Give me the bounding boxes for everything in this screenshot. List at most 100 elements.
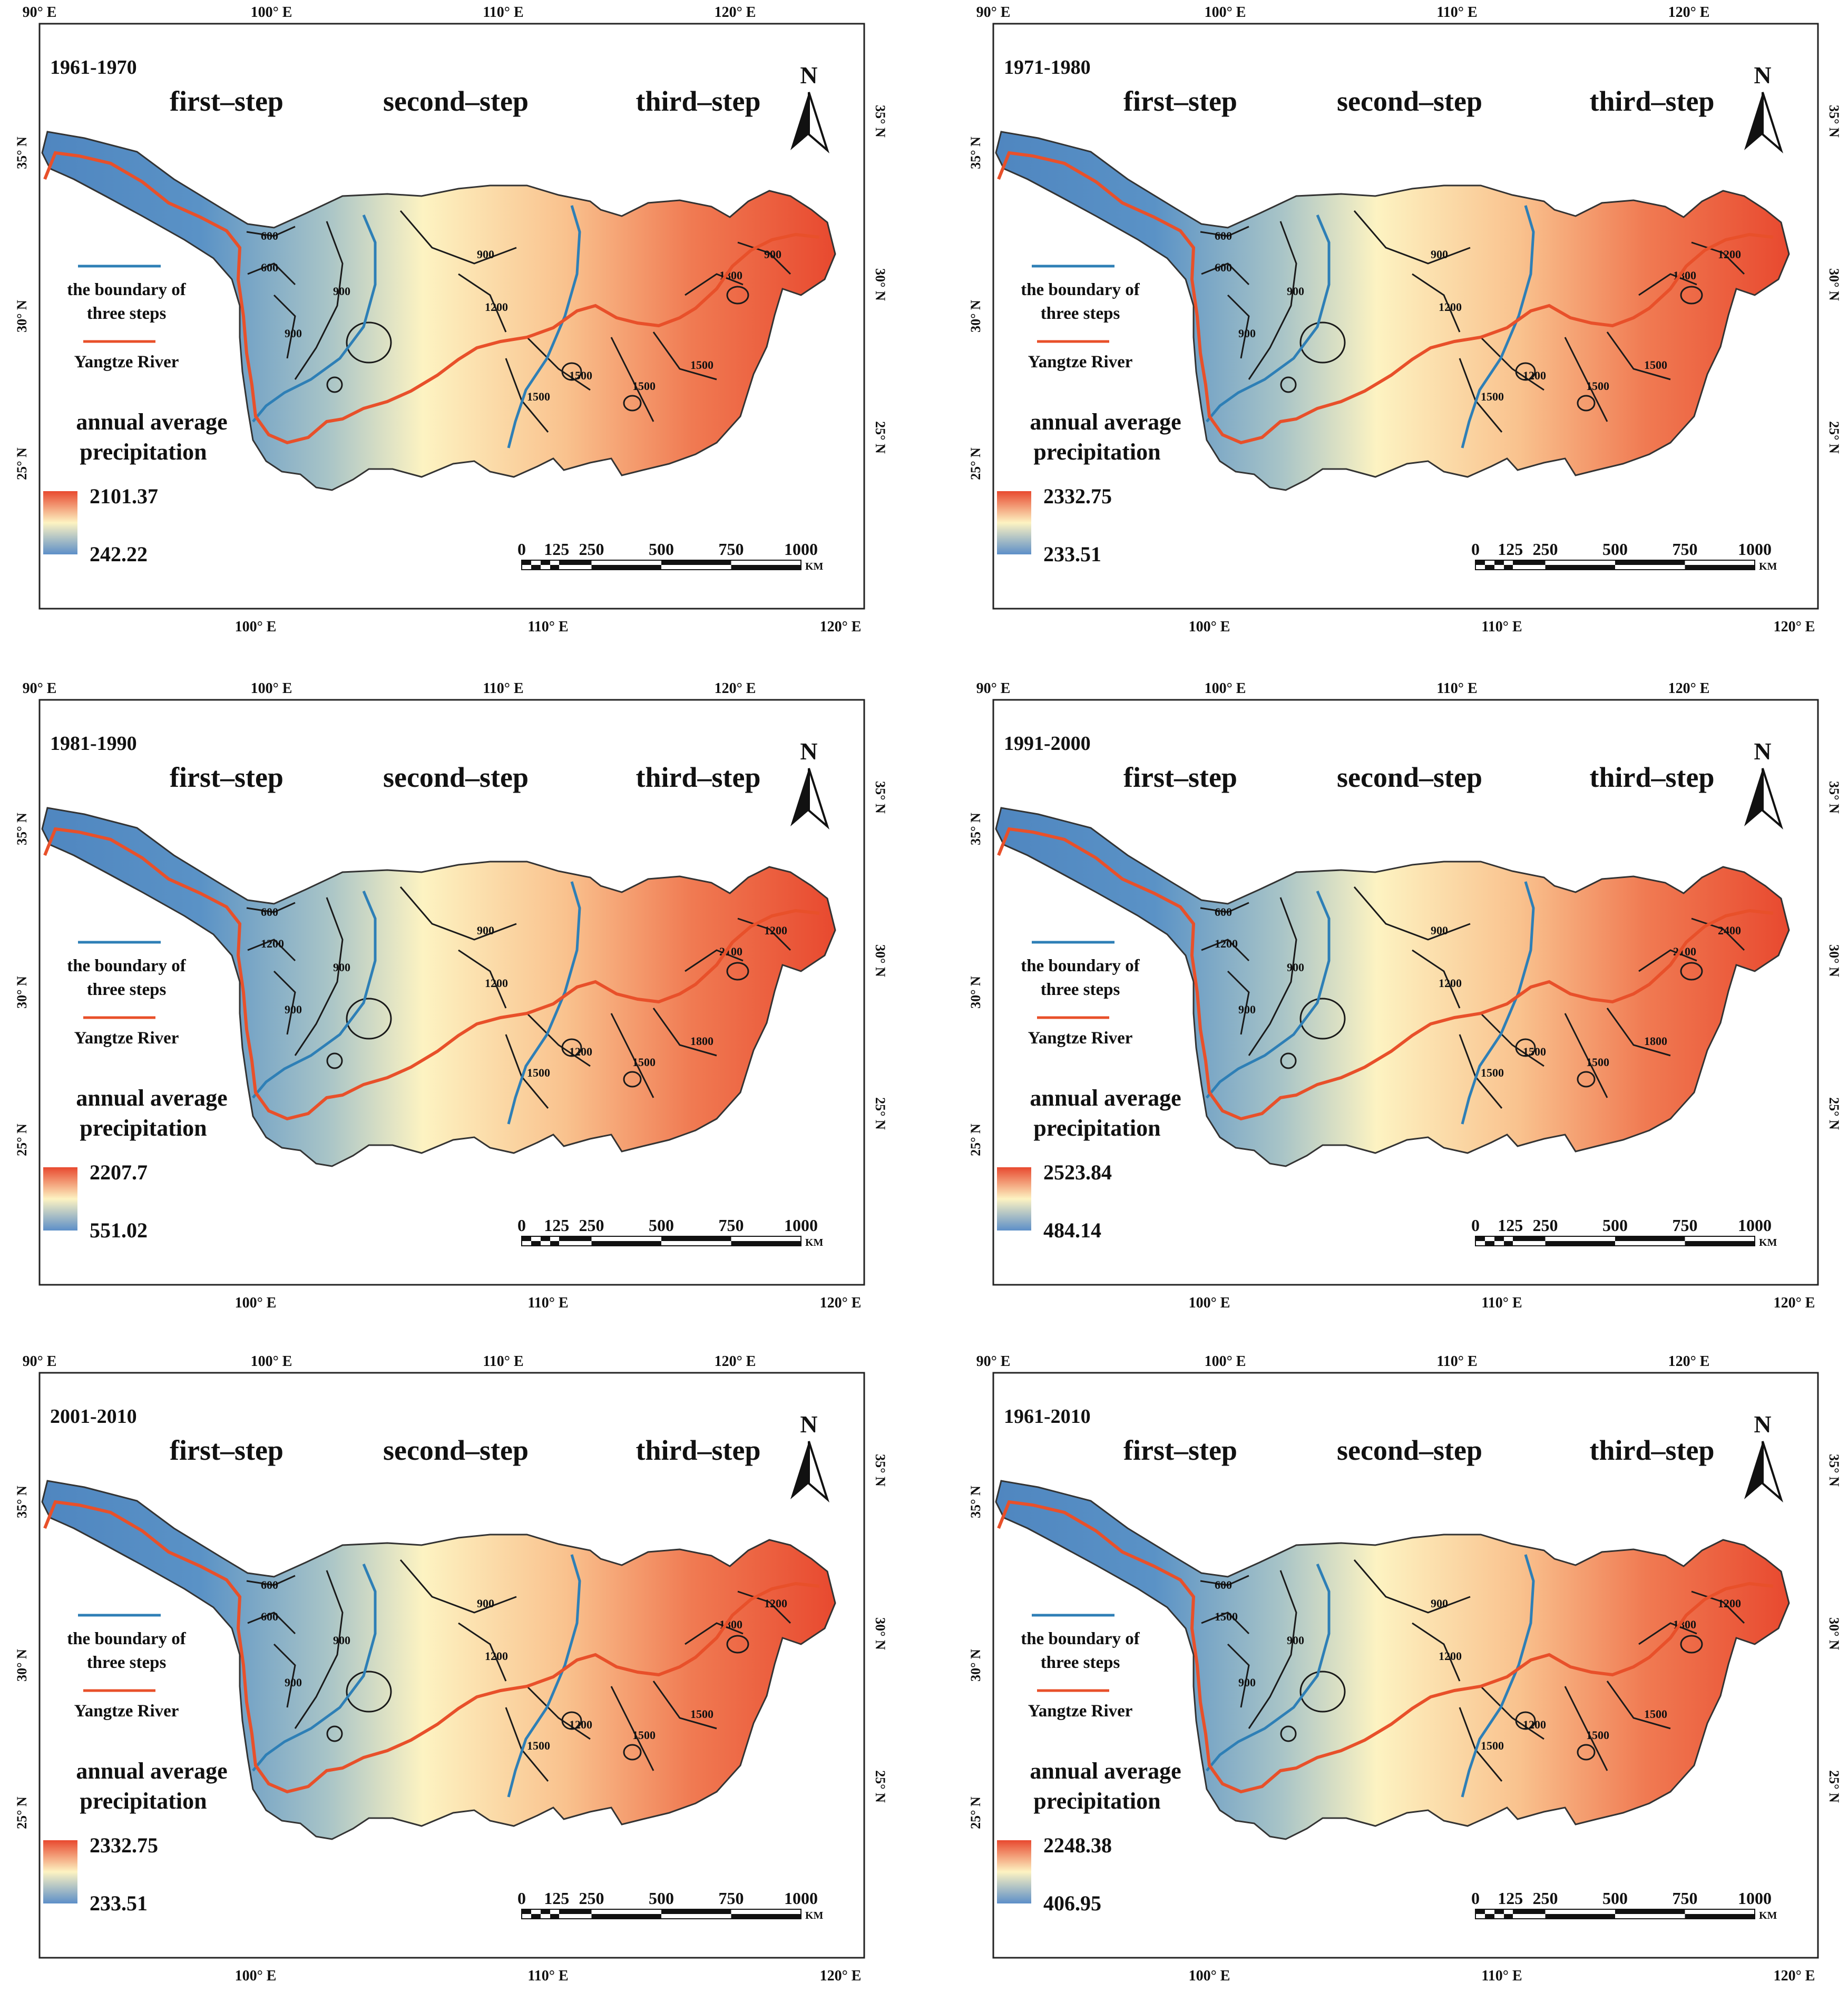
scale-bar xyxy=(521,560,801,570)
step-label: first–step xyxy=(170,85,283,117)
contour-label: 1500 xyxy=(527,1066,550,1079)
contour-label: 600 xyxy=(261,905,278,919)
left-axis-label: 35° N xyxy=(14,813,30,845)
contour-label: 900 xyxy=(285,327,302,340)
river-legend-label: Yangtze River xyxy=(74,353,179,372)
right-axis-label: 30° N xyxy=(873,268,888,301)
contour-ring xyxy=(726,286,749,305)
map-panel-1961-1970: 90° E 100° E 110° E 120° E 100° E 110° E 120° … xyxy=(0,0,888,643)
scale-tick-label: 250 xyxy=(579,1889,604,1908)
contour-label: 900 xyxy=(1431,924,1448,937)
contour-line xyxy=(294,897,344,1056)
step-label: second–step xyxy=(1337,1434,1482,1466)
left-axis-label: 25° N xyxy=(14,1796,30,1829)
contour-line xyxy=(1200,1575,1249,1586)
contour-line xyxy=(1691,917,1745,951)
step-label: third–step xyxy=(635,85,760,117)
contour-ring xyxy=(346,998,392,1040)
contour-line xyxy=(610,337,654,422)
contour-line xyxy=(399,1559,517,1614)
precip-max-label: 2248.38 xyxy=(1043,1833,1112,1857)
contour-ring xyxy=(623,1071,642,1088)
contour-label: 900 xyxy=(477,248,494,261)
basin-precipitation-surface xyxy=(41,131,836,491)
yangtze-river-line xyxy=(43,151,820,445)
contour-label: 1200 xyxy=(485,1649,508,1663)
step-boundary-line xyxy=(1206,214,1331,423)
contour-label: 900 xyxy=(1238,327,1256,340)
boundary-legend-label: the boundary of xyxy=(67,956,187,975)
contour-label: 1500 xyxy=(1586,379,1609,393)
precip-min-label: 233.51 xyxy=(1043,542,1101,566)
right-axis-label: 35° N xyxy=(873,105,888,138)
contour-line xyxy=(1248,1570,1297,1729)
contour-line xyxy=(1201,1612,1250,1635)
left-axis-label: 35° N xyxy=(968,1486,983,1518)
scale-tick-label: 125 xyxy=(1498,540,1523,559)
contour-label: 1500 xyxy=(1586,1729,1609,1742)
scale-tick-label: 0 xyxy=(1471,540,1480,559)
right-axis-label: 25° N xyxy=(1826,1097,1842,1130)
contour-line xyxy=(652,1008,717,1057)
contour-line xyxy=(685,1622,744,1645)
bottom-axis-label: 120° E xyxy=(820,619,862,635)
precip-color-ramp xyxy=(997,1167,1031,1231)
contour-ring xyxy=(1577,1744,1596,1761)
precip-legend-title: annual average xyxy=(1030,1085,1181,1111)
contour-line xyxy=(1227,294,1250,359)
precip-min-label: 233.51 xyxy=(90,1891,148,1915)
precip-legend-title: precipitation xyxy=(80,1115,207,1141)
yangtze-river-line xyxy=(997,827,1774,1121)
scale-unit-label: KM xyxy=(805,1910,824,1921)
contour-label: 900 xyxy=(333,961,350,974)
map-panel-1971-1980: 90° E 100° E 110° E 120° E 100° E 110° E 120° … xyxy=(954,0,1842,643)
contour-label: 900 xyxy=(1287,285,1304,298)
left-axis-label: 30° N xyxy=(968,1649,983,1682)
contour-label: 900 xyxy=(1431,1597,1448,1610)
boundary-legend-label: three steps xyxy=(1041,980,1120,999)
boundary-legend-label: the boundary of xyxy=(1021,280,1140,299)
contour-line xyxy=(1248,897,1297,1056)
contour-line xyxy=(1248,221,1297,380)
boundary-legend-label: three steps xyxy=(87,980,167,999)
precip-max-label: 2332.75 xyxy=(1043,484,1112,508)
precip-min-label: 551.02 xyxy=(90,1218,148,1242)
step-label: second–step xyxy=(1337,761,1482,793)
basin-precipitation-surface xyxy=(41,1480,836,1840)
bottom-axis-label: 100° E xyxy=(235,1968,277,1984)
contour-label: 1500 xyxy=(632,1056,656,1069)
scale-tick-label: 500 xyxy=(649,1216,674,1235)
contour-ring xyxy=(1680,286,1703,305)
precip-color-ramp xyxy=(997,491,1031,554)
right-axis-label: 30° N xyxy=(1826,1617,1842,1650)
contour-label: 600 xyxy=(261,1578,278,1591)
contour-line xyxy=(526,336,591,391)
step-label: third–step xyxy=(1589,85,1714,117)
contour-label: 1200 xyxy=(764,1597,787,1610)
contour-label: 900 xyxy=(764,248,781,261)
precip-legend-title: precipitation xyxy=(1033,439,1160,465)
contour-line xyxy=(1200,226,1249,237)
scale-tick-label: 250 xyxy=(579,540,604,559)
top-axis-label: 100° E xyxy=(251,4,292,21)
left-axis-label: 30° N xyxy=(14,300,30,333)
contour-label: 1500 xyxy=(569,369,592,382)
map-frame xyxy=(992,23,1819,610)
bottom-axis-label: 110° E xyxy=(1481,1295,1522,1311)
contour-line xyxy=(1606,331,1671,380)
contour-ring xyxy=(726,1635,749,1654)
contour-label: 1200 xyxy=(569,1718,592,1731)
scale-tick-label: 250 xyxy=(1533,540,1558,559)
contour-label: 600 xyxy=(261,229,278,242)
contour-label: 1500 xyxy=(1644,1707,1667,1721)
boundary-legend-label: the boundary of xyxy=(67,1629,187,1648)
boundary-legend-label: three steps xyxy=(1041,304,1120,323)
contour-ring xyxy=(1280,1052,1297,1069)
contour-line xyxy=(399,210,517,265)
contour-line xyxy=(1691,241,1745,275)
contour-label: 1500 xyxy=(1481,390,1504,403)
map-frame xyxy=(38,1372,865,1959)
contour-ring xyxy=(561,1038,582,1057)
map-svg: 90° E 100° E 110° E 120° E 100° E 110° E 120° … xyxy=(14,680,888,1311)
contour-line xyxy=(294,221,344,380)
